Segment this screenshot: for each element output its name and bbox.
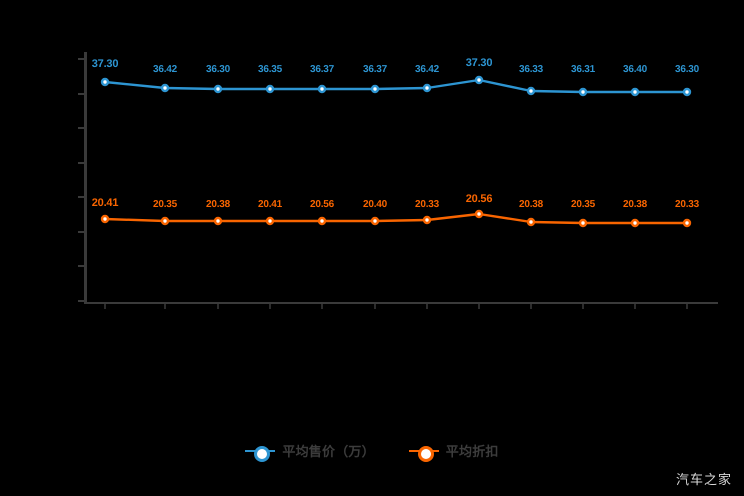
series-orange (100, 209, 692, 228)
y-tick (78, 161, 84, 164)
data-point-marker-core (477, 78, 481, 82)
x-tick (426, 304, 428, 309)
y-tick (78, 265, 84, 268)
x-tick (374, 304, 376, 309)
legend-dot (417, 445, 434, 462)
series-line (103, 78, 689, 94)
y-tick (78, 58, 84, 60)
legend-label: 平均折扣 (445, 444, 499, 459)
y-tick (78, 300, 84, 302)
data-point-label: 20.35 (152, 199, 178, 210)
data-point-label: 37.30 (465, 57, 493, 69)
data-point-marker-core (216, 87, 220, 91)
data-point-label: 36.31 (570, 64, 596, 75)
x-tick (321, 304, 323, 309)
data-point-marker-core (163, 86, 167, 90)
data-point-marker-core (103, 217, 107, 221)
data-point-label: 36.30 (205, 64, 231, 75)
legend-dot (254, 445, 271, 462)
data-point-marker-core (425, 86, 429, 90)
data-point-label: 37.30 (91, 58, 119, 70)
x-tick (164, 304, 166, 309)
data-point-label: 36.35 (257, 64, 283, 75)
data-point-marker-core (373, 219, 377, 223)
data-point-marker-core (103, 80, 107, 84)
data-point-marker-core (268, 219, 272, 223)
y-tick (78, 230, 84, 233)
data-point-label: 20.35 (570, 199, 596, 210)
data-point-label: 20.38 (205, 199, 231, 210)
data-point-marker-core (581, 221, 585, 225)
data-point-label: 20.56 (309, 199, 335, 210)
y-axis (84, 52, 87, 304)
data-point-label: 20.38 (518, 199, 544, 210)
x-tick (217, 304, 219, 309)
x-tick (104, 304, 106, 309)
data-point-label: 36.42 (152, 64, 178, 75)
data-point-marker-core (163, 219, 167, 223)
chart-legend: 平均售价（万） 平均折扣 (0, 441, 744, 462)
data-point-label: 20.41 (91, 197, 119, 209)
data-point-label: 36.37 (309, 64, 335, 75)
y-tick (78, 92, 84, 95)
data-point-label: 20.41 (257, 199, 283, 210)
data-point-label: 36.42 (414, 64, 440, 75)
data-point-marker-core (216, 219, 220, 223)
watermark: 汽车之家 (675, 472, 732, 487)
x-tick (686, 304, 688, 309)
x-tick (634, 304, 636, 309)
series-line (103, 212, 689, 225)
legend-item-price[interactable]: 平均售价（万） (245, 441, 375, 462)
data-point-marker-core (425, 218, 429, 222)
data-point-label: 20.33 (674, 199, 700, 210)
x-axis (84, 302, 718, 304)
data-point-marker-core (529, 220, 533, 224)
legend-item-discount[interactable]: 平均折扣 (408, 441, 499, 462)
x-tick (530, 304, 532, 309)
data-point-marker-core (477, 212, 481, 216)
y-tick (78, 196, 84, 199)
data-point-label: 20.56 (465, 193, 493, 205)
data-point-marker-core (685, 90, 689, 94)
data-point-label: 36.33 (518, 64, 544, 75)
data-point-label: 36.40 (622, 64, 648, 75)
series-blue (100, 75, 692, 97)
x-tick (582, 304, 584, 309)
data-point-marker-core (320, 219, 324, 223)
data-point-marker-core (633, 221, 637, 225)
x-tick (269, 304, 271, 309)
data-point-marker-core (633, 90, 637, 94)
data-point-marker-core (581, 90, 585, 94)
data-point-label: 36.30 (674, 64, 700, 75)
data-point-label: 20.33 (414, 199, 440, 210)
data-point-label: 20.38 (622, 199, 648, 210)
data-point-marker-core (268, 87, 272, 91)
legend-marker-icon (408, 443, 439, 462)
data-point-marker-core (320, 87, 324, 91)
legend-label: 平均售价（万） (282, 444, 375, 459)
legend-marker-icon (245, 443, 276, 462)
data-point-marker-core (685, 221, 689, 225)
x-tick (478, 304, 480, 309)
data-point-label: 36.37 (362, 64, 388, 75)
data-point-marker-core (529, 89, 533, 93)
y-tick (78, 127, 84, 130)
data-point-label: 20.40 (362, 199, 388, 210)
data-point-marker-core (373, 87, 377, 91)
